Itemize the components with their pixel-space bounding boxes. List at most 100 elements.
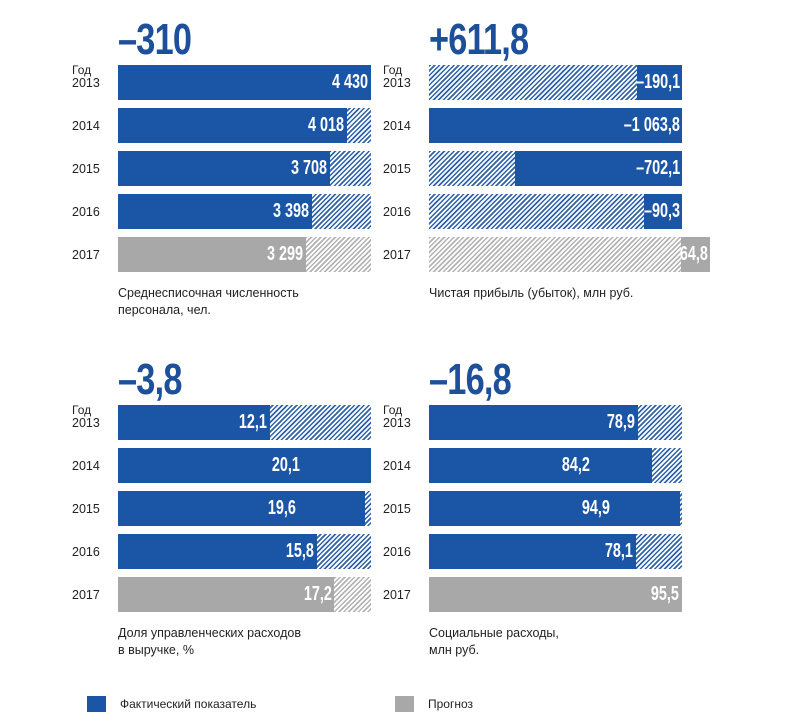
year-tick-label: 2015	[383, 502, 411, 516]
year-axis-label: Год	[72, 63, 92, 77]
bar-value-label: 84,2	[561, 454, 590, 476]
bar-value-label: 78,9	[606, 411, 636, 433]
bar-value-fill	[118, 108, 348, 143]
legend-swatch-forecast	[395, 696, 414, 712]
bar-actual: 4 018	[118, 108, 371, 143]
headline-change: +611,8	[429, 15, 529, 64]
bar-value-label: 78,1	[604, 540, 633, 562]
panel-admin-share: –3,8 Год 2013 12,1 2014 20,1 2015 19,6 2016 15,8 2…	[72, 358, 392, 678]
bar-actual: 94,9	[429, 491, 682, 526]
year-tick-label: 2014	[72, 459, 100, 473]
caption-line: Доля управленческих расходов	[118, 626, 301, 640]
caption-line: Социальные расходы,	[429, 626, 559, 640]
bar-actual: 3 398	[118, 194, 371, 229]
year-axis-label: Год	[383, 403, 403, 417]
bar-forecast: 64,8	[429, 237, 710, 272]
headline-change: –3,8	[118, 355, 182, 404]
year-tick-label: 2016	[72, 205, 100, 219]
bar-value-label: –1 063,8	[623, 114, 680, 136]
chart-caption: Среднесписочная численность персонала, че…	[118, 285, 299, 319]
bar-forecast: 3 299	[118, 237, 371, 272]
year-tick-label: 2015	[72, 162, 100, 176]
bar-value-label: 20,1	[272, 454, 301, 476]
bar-value-label: –190,1	[635, 71, 680, 93]
caption-line: Среднесписочная численность	[118, 286, 299, 300]
bar-value-fill	[429, 448, 653, 483]
bar-value-label: –90,3	[643, 200, 680, 222]
bar-value-fill	[118, 577, 335, 612]
bar-actual: –90,3	[429, 194, 682, 229]
legend-swatch-actual	[87, 696, 106, 712]
caption-line: Чистая прибыль (убыток), млн руб.	[429, 286, 634, 300]
bar-actual: 3 708	[118, 151, 371, 186]
bar-value-fill	[429, 534, 636, 569]
bar-value-fill	[515, 151, 682, 186]
caption-line: в выручке, %	[118, 643, 194, 657]
bar-value-fill	[429, 405, 639, 440]
year-tick-label: 2014	[383, 459, 411, 473]
year-tick-label: 2017	[72, 248, 100, 262]
year-tick-label: 2013	[383, 416, 411, 430]
caption-line: млн руб.	[429, 643, 480, 657]
bar-actual: 84,2	[429, 448, 682, 483]
bar-value-label: 15,8	[285, 540, 314, 562]
year-tick-label: 2017	[383, 588, 411, 602]
bar-value-fill	[636, 65, 682, 100]
bar-actual: 15,8	[118, 534, 371, 569]
legend-label-forecast: Прогноз	[428, 697, 474, 711]
year-tick-label: 2014	[383, 119, 411, 133]
bar-value-label: 19,6	[267, 497, 296, 519]
bar-forecast: 17,2	[118, 577, 371, 612]
bar-actual: 19,6	[118, 491, 371, 526]
bar-remainder-hatch	[429, 237, 710, 272]
year-axis-label: Год	[72, 403, 92, 417]
headline-change: –310	[118, 15, 192, 64]
year-tick-label: 2016	[72, 545, 100, 559]
bar-value-label: 17,2	[303, 583, 332, 605]
bar-value-fill	[429, 491, 681, 526]
chart-caption: Социальные расходы, млн руб.	[429, 625, 559, 659]
bar-value-label: 3 398	[273, 200, 310, 222]
bar-value-fill	[681, 237, 710, 272]
bar-actual: 4 430	[118, 65, 371, 100]
bar-value-fill	[118, 151, 330, 186]
year-tick-label: 2013	[72, 76, 100, 90]
bar-remainder-hatch	[429, 194, 682, 229]
bar-value-fill	[644, 194, 682, 229]
bar-actual: 78,9	[429, 405, 682, 440]
bar-actual: 78,1	[429, 534, 682, 569]
bar-value-label: 64,8	[679, 243, 708, 265]
bar-value-fill	[118, 65, 371, 100]
year-tick-label: 2013	[72, 416, 100, 430]
headline-change: –16,8	[429, 355, 512, 404]
year-tick-label: 2014	[72, 119, 100, 133]
bar-actual: –1 063,8	[429, 108, 682, 143]
bar-value-label: 3 299	[267, 243, 304, 265]
legend-label-actual: Фактический показатель	[120, 697, 257, 711]
year-tick-label: 2017	[72, 588, 100, 602]
bar-value-label: 3 708	[290, 157, 327, 179]
year-tick-label: 2015	[72, 502, 100, 516]
bar-value-fill	[118, 237, 307, 272]
chart-caption: Чистая прибыль (убыток), млн руб.	[429, 285, 633, 302]
bar-value-fill	[429, 577, 682, 612]
bar-value-label: 95,5	[650, 583, 679, 605]
year-axis-label: Год	[383, 63, 403, 77]
year-tick-label: 2016	[383, 545, 411, 559]
bar-actual: –190,1	[429, 65, 682, 100]
bar-value-fill	[118, 194, 313, 229]
bar-value-label: 4 018	[308, 114, 345, 136]
bar-value-label: 4 430	[331, 71, 368, 93]
panel-net-profit: +611,8 Год 2013 –190,1 2014 –1 063,8 2015 –702,…	[383, 15, 710, 338]
year-tick-label: 2015	[383, 162, 411, 176]
year-tick-label: 2013	[383, 76, 411, 90]
bar-value-fill	[118, 491, 365, 526]
bar-value-fill	[118, 534, 317, 569]
bar-actual: –702,1	[429, 151, 682, 186]
bar-actual: 12,1	[118, 405, 371, 440]
bar-value-fill	[118, 405, 271, 440]
chart-caption: Доля управленческих расходов в выручке, %	[118, 625, 301, 659]
caption-line: персонала, чел.	[118, 303, 211, 317]
panel-headcount: –310 Год 2013 4 430 2014 4 018 2015 3 708 2016 3 …	[72, 18, 392, 338]
bar-actual: 20,1	[118, 448, 371, 483]
